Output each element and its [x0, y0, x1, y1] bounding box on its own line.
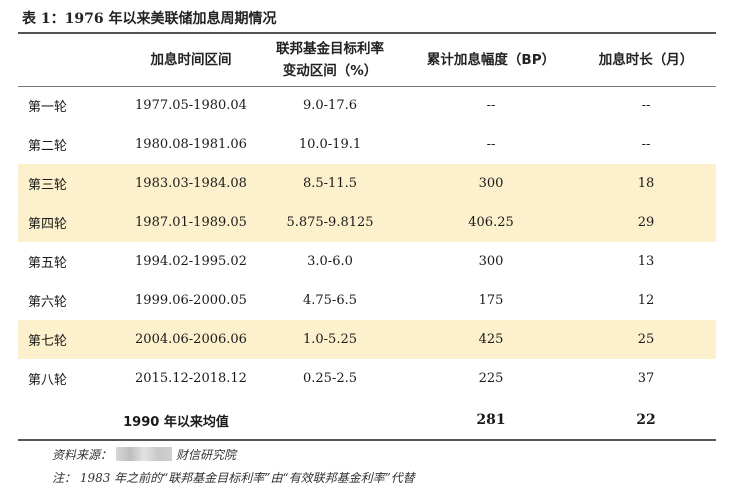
cell-rate-range: 3.0-6.0: [307, 254, 353, 269]
header-rate-line2: 变动区间（%）: [282, 62, 378, 79]
cell-round: 第六轮: [28, 295, 68, 310]
cell-round: 第二轮: [28, 139, 68, 154]
table-row: 第六轮 1999.06-2000.05 4.75-6.5 175 12: [18, 281, 716, 320]
header-row: 加息时间区间 联邦基金目标利率 变动区间（%） 累计加息幅度（BP） 加息时长（…: [18, 33, 716, 86]
cell-rate-range: 4.75-6.5: [302, 293, 357, 308]
cell-cumulative-bp: 425: [406, 320, 576, 359]
cell-rate-range: 10.0-19.1: [298, 137, 362, 152]
footnote: 注： 1983 年之前的“联邦基金目标利率”由“有效联邦基金利率”代替: [52, 471, 415, 485]
cell-cumulative-bp: 175: [478, 293, 504, 308]
cell-duration-months: 29: [576, 203, 716, 242]
table-row: 第二轮 1980.08-1981.06 10.0-19.1 -- --: [18, 125, 716, 164]
cell-rate-range: 0.25-2.5: [302, 371, 357, 386]
header-rate-line1: 联邦基金目标利率: [276, 40, 384, 57]
table-row: 第一轮 1977.05-1980.04 9.0-17.6 -- --: [18, 86, 716, 125]
cell-duration-months: 13: [637, 254, 655, 269]
cell-cumulative-bp: --: [486, 98, 496, 113]
header-round: [18, 33, 128, 86]
source-suffix: 财信研究院: [176, 448, 237, 462]
cell-duration-months: --: [641, 137, 651, 152]
cell-period: 1987.01-1989.05: [128, 203, 254, 242]
source-prefix: 资料来源：: [52, 448, 113, 462]
cell-rate-range: 9.0-17.6: [302, 98, 357, 113]
cell-period: 1977.05-1980.04: [135, 98, 247, 113]
average-range: [254, 398, 406, 442]
cell-round: 第四轮: [18, 203, 128, 242]
table-row: 第五轮 1994.02-1995.02 3.0-6.0 300 13: [18, 242, 716, 281]
table-title: 表 1：1976 年以来美联储加息周期情况: [22, 11, 277, 27]
header-duration-months: 加息时长（月）: [598, 51, 694, 68]
table-row: 第八轮 2015.12-2018.12 0.25-2.5 225 37: [18, 359, 716, 398]
average-bp: 281: [476, 412, 506, 428]
bottom-rule: [18, 439, 716, 441]
table-row: 第三轮 1983.03-1984.08 8.5-11.5 300 18: [18, 164, 716, 203]
average-months: 22: [636, 412, 656, 428]
cell-cumulative-bp: --: [486, 137, 496, 152]
header-period: 加息时间区间: [150, 51, 232, 68]
average-row: 1990 年以来均值 281 22: [18, 398, 716, 442]
cell-rate-range: 1.0-5.25: [254, 320, 406, 359]
cell-round: 第七轮: [18, 320, 128, 359]
cell-round: 第五轮: [28, 256, 68, 271]
cell-rate-range: 8.5-11.5: [254, 164, 406, 203]
cell-cumulative-bp: 225: [478, 371, 504, 386]
cell-cumulative-bp: 406.25: [406, 203, 576, 242]
cell-period: 1994.02-1995.02: [135, 254, 247, 269]
cell-period: 1980.08-1981.06: [135, 137, 247, 152]
cell-period: 2015.12-2018.12: [135, 371, 247, 386]
cell-rate-range: 5.875-9.8125: [254, 203, 406, 242]
cell-round: 第三轮: [18, 164, 128, 203]
cell-cumulative-bp: 300: [478, 254, 504, 269]
cell-period: 1999.06-2000.05: [135, 293, 247, 308]
cell-period: 2004.06-2006.06: [128, 320, 254, 359]
cell-cumulative-bp: 300: [406, 164, 576, 203]
table-row: 第四轮 1987.01-1989.05 5.875-9.8125 406.25 29: [18, 203, 716, 242]
header-cumulative-bp: 累计加息幅度（BP）: [426, 51, 556, 68]
source-line: 资料来源： 财信研究院: [52, 446, 236, 463]
table-row: 第七轮 2004.06-2006.06 1.0-5.25 425 25: [18, 320, 716, 359]
redacted-blur: [116, 447, 173, 461]
cell-period: 1983.03-1984.08: [128, 164, 254, 203]
rate-hike-table: 加息时间区间 联邦基金目标利率 变动区间（%） 累计加息幅度（BP） 加息时长（…: [18, 33, 716, 442]
table-body: 第一轮 1977.05-1980.04 9.0-17.6 -- -- 第二轮 1980.08…: [18, 86, 716, 398]
cell-duration-months: 18: [576, 164, 716, 203]
cell-round: 第一轮: [28, 100, 68, 115]
average-label: 1990 年以来均值: [123, 414, 229, 430]
header-rate-range: 联邦基金目标利率 变动区间（%）: [254, 33, 406, 86]
cell-duration-months: 12: [637, 293, 655, 308]
cell-duration-months: 25: [576, 320, 716, 359]
top-rule: [18, 32, 716, 34]
cell-round: 第八轮: [28, 373, 68, 388]
cell-duration-months: 37: [637, 371, 655, 386]
cell-duration-months: --: [641, 98, 651, 113]
header-rule: [18, 86, 716, 87]
